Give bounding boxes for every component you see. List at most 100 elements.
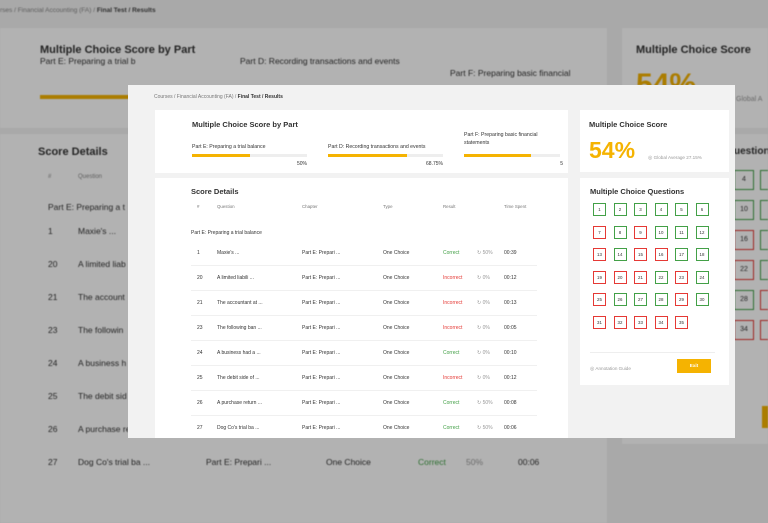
bg-row-cell: A purchase return ... [78, 424, 155, 434]
question-16-button[interactable]: 16 [654, 248, 668, 261]
part-e-fill [192, 154, 250, 157]
bg-row-cell: A business h [78, 358, 127, 368]
row-num: 21 [197, 300, 203, 306]
table-row[interactable]: 27 Dog Co's trial ba ... Part E: Prepari .… [191, 416, 537, 438]
question-28-button[interactable]: 28 [654, 293, 668, 306]
bg-table-header: # Question [48, 174, 103, 180]
row-question: The debit side of ... [217, 375, 260, 381]
col-header-type: Type [383, 204, 393, 209]
question-35-button[interactable]: 35 [675, 315, 688, 329]
row-chapter: Part E: Prepari ... [302, 425, 341, 431]
bg-part-e-label: Part E: Preparing a trial b [40, 56, 136, 66]
row-time: 00:12 [504, 275, 517, 281]
bg-row-cell: A limited liab [78, 259, 126, 269]
question-1-button[interactable]: 1 [593, 203, 606, 216]
col-header-num: # [197, 204, 200, 209]
score-details-title: Score Details [191, 187, 239, 196]
row-result: Incorrect [443, 275, 463, 281]
divider [590, 352, 715, 353]
row-chapter: Part E: Prepari ... [302, 375, 341, 381]
question-12-button[interactable]: 12 [695, 225, 709, 239]
bg-table-row: 24 A business h [48, 358, 568, 372]
row-question: A business had a ... [217, 350, 261, 356]
table-row[interactable]: 23 The following ban ... Part E: Prepari .… [191, 316, 537, 341]
part-f-fill [464, 154, 532, 157]
question-10-button[interactable]: 10 [654, 225, 668, 239]
question-9-button[interactable]: 9 [634, 225, 647, 239]
bg-question-square [760, 290, 768, 310]
row-result: Incorrect [443, 325, 463, 331]
question-7-button[interactable]: 7 [593, 225, 606, 239]
exit-button[interactable]: Exit [677, 359, 711, 373]
table-row[interactable]: 21 The accountant at ... Part E: Prepari .… [191, 291, 537, 316]
part-d-fill [328, 154, 408, 157]
question-5-button[interactable]: 5 [675, 203, 688, 216]
row-type: One Choice [383, 400, 410, 406]
table-row[interactable]: 24 A business had a ... Part E: Prepari ..… [191, 341, 537, 366]
question-22-button[interactable]: 22 [654, 270, 668, 284]
bg-table-row: 20 A limited liab [48, 259, 568, 273]
question-2-button[interactable]: 2 [613, 203, 627, 216]
bg-part-e-bar [40, 95, 150, 99]
row-question: The following ban ... [217, 325, 262, 331]
question-24-button[interactable]: 24 [695, 270, 709, 284]
table-row[interactable]: 25 The debit side of ... Part E: Prepari .… [191, 366, 537, 391]
row-percent: ↻ 50% [477, 425, 493, 431]
row-time: 00:10 [504, 350, 517, 356]
question-33-button[interactable]: 33 [634, 315, 647, 329]
breadcrumb[interactable]: Courses / Financial Accounting (FA) / Fi… [154, 94, 283, 100]
question-25-button[interactable]: 25 [593, 293, 606, 306]
question-27-button[interactable]: 27 [634, 293, 647, 306]
question-29-button[interactable]: 29 [675, 293, 688, 306]
bg-score-by-part-title: Multiple Choice Score by Part [40, 44, 196, 56]
question-32-button[interactable]: 32 [613, 315, 627, 329]
table-row[interactable]: 26 A purchase return ... Part E: Prepari .… [191, 391, 537, 416]
row-chapter: Part E: Prepari ... [302, 350, 341, 356]
refresh-icon: ↻ [477, 425, 483, 431]
question-14-button[interactable]: 14 [613, 248, 627, 261]
bg-row-cell: The followin [78, 325, 124, 335]
bg-row-cell: 24 [48, 358, 58, 368]
bg-global-average: Global A [736, 96, 763, 103]
question-20-button[interactable]: 20 [613, 270, 627, 284]
col-header-time-spent: Time Spent [504, 204, 527, 209]
row-num: 23 [197, 325, 203, 331]
question-18-button[interactable]: 18 [695, 248, 709, 261]
table-row[interactable]: 1 Maxie's ... Part E: Prepari ... One Choic… [191, 241, 537, 266]
row-num: 1 [197, 250, 200, 256]
question-30-button[interactable]: 30 [695, 293, 709, 306]
question-6-button[interactable]: 6 [695, 203, 709, 216]
row-chapter: Part E: Prepari ... [302, 400, 341, 406]
row-num: 20 [197, 275, 203, 281]
question-13-button[interactable]: 13 [593, 248, 606, 261]
refresh-icon: ↻ [477, 250, 483, 256]
row-result: Incorrect [443, 300, 463, 306]
question-19-button[interactable]: 19 [593, 270, 606, 284]
row-result: Correct [443, 425, 460, 431]
question-21-button[interactable]: 21 [634, 270, 647, 284]
row-time: 00:08 [504, 400, 517, 406]
question-31-button[interactable]: 31 [593, 315, 606, 329]
globe-icon: ◎ [648, 155, 653, 161]
row-type: One Choice [383, 350, 410, 356]
question-11-button[interactable]: 11 [675, 225, 688, 239]
row-type: One Choice [383, 300, 410, 306]
bg-row-cell: 26 [48, 424, 58, 434]
question-3-button[interactable]: 3 [634, 203, 647, 216]
question-17-button[interactable]: 17 [675, 248, 688, 261]
bg-row-cell: Part E: Prepari ... [206, 457, 272, 467]
mc-score-percent: 54% [589, 137, 636, 163]
question-4-button[interactable]: 4 [654, 203, 668, 216]
bg-breadcrumb: rses / Financial Accounting (FA) / Final… [0, 7, 156, 14]
question-8-button[interactable]: 8 [613, 225, 627, 239]
table-row[interactable]: 20 A limited liabili ... Part E: Prepari .… [191, 266, 537, 291]
question-23-button[interactable]: 23 [675, 270, 688, 284]
bg-row-cell: 00:06 [518, 457, 540, 467]
question-26-button[interactable]: 26 [613, 293, 627, 306]
annotation-guide-link[interactable]: ◎ Annotation Guide [590, 366, 631, 372]
question-34-button[interactable]: 34 [654, 315, 668, 329]
row-num: 26 [197, 400, 203, 406]
question-15-button[interactable]: 15 [634, 248, 647, 261]
part-d-track [328, 154, 443, 157]
bg-part-d-label: Part D: Recording transactions and event… [240, 56, 400, 66]
